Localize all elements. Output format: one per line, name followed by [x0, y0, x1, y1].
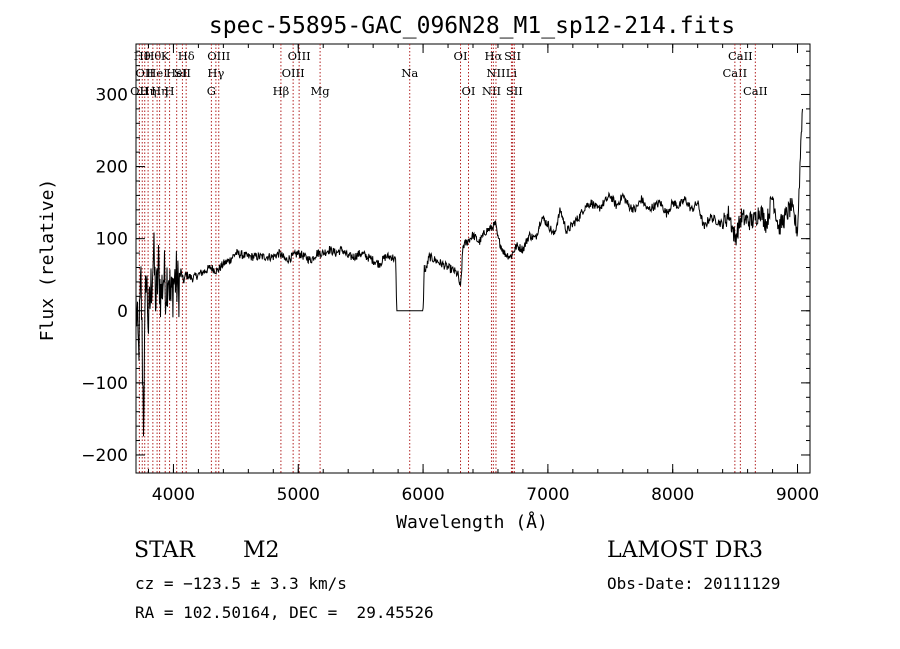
line-marker-label: SII [506, 84, 523, 98]
line-marker-label: Na [401, 66, 418, 80]
line-marker-label: OIII [282, 66, 305, 80]
line-marker-label: Hα [484, 49, 502, 63]
line-marker-label: SII [504, 49, 521, 63]
object-class: STAR [134, 538, 195, 563]
line-marker-label: Hθ [134, 49, 151, 63]
y-tick-label: −100 [81, 374, 128, 394]
plot-frame [135, 43, 811, 474]
line-marker-label: OI [462, 84, 476, 98]
line-marker-label: OIII [207, 49, 230, 63]
y-tick-label: 100 [96, 230, 128, 250]
x-tick-label: 7000 [526, 485, 569, 505]
line-markers: OIIHθOIIHηHθHeIHηKHHeISIIHδGHγOIIIHβOIII… [130, 44, 768, 473]
line-marker-label: CaII [743, 84, 768, 98]
subclass: M2 [243, 538, 280, 563]
x-tick-label: 6000 [401, 485, 444, 505]
line-marker-label: G [207, 84, 216, 98]
line-marker-label: OIII [288, 49, 311, 63]
line-marker-label: Hγ [207, 66, 224, 80]
spectrum-line [135, 108, 803, 437]
redshift-cz: cz = −123.5 ± 3.3 km/s [135, 574, 347, 593]
line-marker-label: SII [174, 66, 191, 80]
line-marker-label: Mg [311, 84, 331, 98]
axis-ticks: 4000 5000 6000 7000 8000 9000 −200 −100 0 100 200 3… [81, 44, 819, 505]
line-marker-label: Li [506, 66, 518, 80]
line-marker-label: Hθ [144, 49, 161, 63]
y-tick-label: −200 [81, 446, 128, 466]
coordinates: RA = 102.50164, DEC = 29.45526 [135, 603, 434, 622]
line-marker-label: OI [454, 49, 468, 63]
survey-label: LAMOST DR3 [607, 538, 763, 563]
line-marker-label: Hδ [178, 49, 195, 63]
line-marker-label: OII [135, 66, 154, 80]
line-marker-label: Hβ [273, 84, 290, 98]
line-marker-label: CaII [722, 66, 747, 80]
chart-title: spec-55895-GAC_096N28_M1_sp12-214.fits [209, 13, 735, 39]
line-marker-label: HeI [146, 66, 167, 80]
y-tick-label: 0 [117, 302, 128, 322]
y-tick-label: 200 [96, 158, 128, 178]
line-marker-label: NII [482, 84, 501, 98]
x-tick-label: 5000 [277, 485, 320, 505]
x-tick-label: 9000 [776, 485, 819, 505]
line-marker-label: CaII [728, 49, 753, 63]
obs-date: Obs-Date: 20111129 [607, 574, 781, 593]
y-tick-label: 300 [96, 85, 128, 105]
line-marker-label: Hη [151, 84, 168, 98]
x-tick-label: 8000 [651, 485, 694, 505]
line-marker-label: NII [486, 66, 505, 80]
series-group [135, 108, 803, 437]
x-axis-label: Wavelength (Å) [396, 511, 548, 533]
line-marker-label: K [161, 49, 170, 63]
line-marker-label: H [165, 84, 175, 98]
y-axis-label: Flux (relative) [37, 179, 58, 342]
x-tick-label: 4000 [152, 485, 195, 505]
